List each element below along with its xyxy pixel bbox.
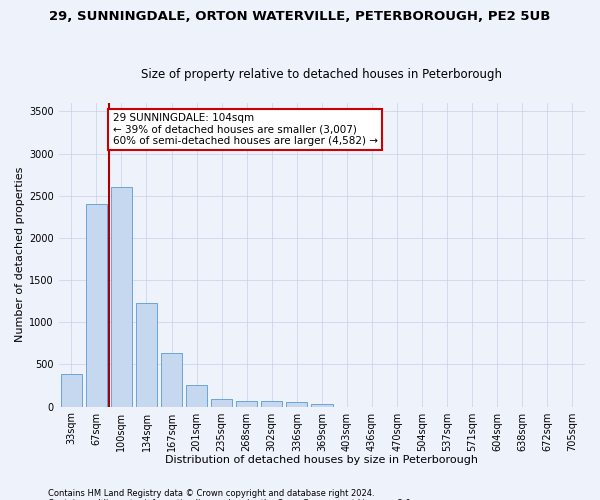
Bar	[286, 402, 307, 406]
Text: 29 SUNNINGDALE: 104sqm
← 39% of detached houses are smaller (3,007)
60% of semi-: 29 SUNNINGDALE: 104sqm ← 39% of detached…	[113, 113, 377, 146]
Bar	[311, 404, 332, 406]
Bar	[186, 385, 207, 406]
Bar	[211, 398, 232, 406]
Text: Contains public sector information licensed under the Open Government Licence v3: Contains public sector information licen…	[48, 498, 413, 500]
Text: Contains HM Land Registry data © Crown copyright and database right 2024.: Contains HM Land Registry data © Crown c…	[48, 488, 374, 498]
Bar	[161, 352, 182, 406]
Bar	[261, 401, 283, 406]
Title: Size of property relative to detached houses in Peterborough: Size of property relative to detached ho…	[142, 68, 502, 81]
Text: 29, SUNNINGDALE, ORTON WATERVILLE, PETERBOROUGH, PE2 5UB: 29, SUNNINGDALE, ORTON WATERVILLE, PETER…	[49, 10, 551, 23]
Bar	[61, 374, 82, 406]
X-axis label: Distribution of detached houses by size in Peterborough: Distribution of detached houses by size …	[166, 455, 478, 465]
Bar	[86, 204, 107, 406]
Bar	[236, 401, 257, 406]
Bar	[136, 303, 157, 406]
Y-axis label: Number of detached properties: Number of detached properties	[15, 167, 25, 342]
Bar	[111, 188, 132, 406]
